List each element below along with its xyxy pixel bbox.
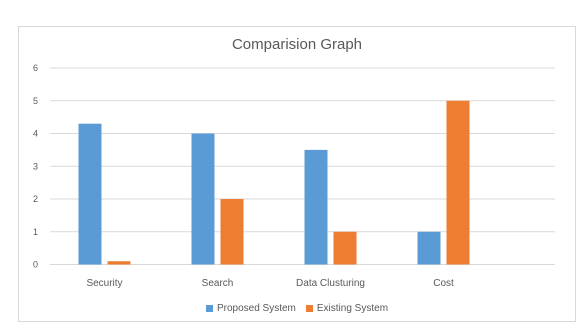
legend-item-proposed: Proposed System (205, 303, 296, 314)
gridlines (50, 67, 555, 265)
legend-label-existing: Existing System (316, 303, 389, 314)
legend-item-existing: Existing System (305, 303, 389, 314)
x-category-label: Data Clusturing (296, 278, 365, 289)
legend-swatch-proposed (205, 305, 213, 312)
bar-proposed-search (191, 133, 215, 265)
bars (78, 100, 470, 265)
legend-label-proposed: Proposed System (216, 303, 296, 314)
bar-proposed-security (78, 123, 102, 265)
bar-existing-search (220, 199, 244, 265)
chart-title: Comparision Graph (231, 36, 363, 53)
y-tick-label: 6 (33, 63, 38, 73)
x-axis-categories: Security Search Data Clusturing Cost (86, 278, 454, 289)
bar-existing-security (107, 261, 131, 265)
y-tick-label: 3 (33, 161, 38, 171)
legend-swatch-existing (305, 305, 313, 312)
chart-frame (18, 26, 576, 322)
x-category-label: Security (86, 278, 122, 289)
y-axis-ticks: 0 1 2 3 4 5 6 (33, 63, 38, 270)
y-tick-label: 1 (33, 227, 38, 237)
y-tick-label: 2 (33, 194, 38, 204)
bar-existing-data-clusturing (333, 231, 357, 265)
bar-proposed-data-clusturing (304, 149, 328, 265)
y-tick-label: 5 (33, 96, 38, 106)
x-category-label: Search (202, 278, 234, 289)
bar-existing-cost (446, 100, 470, 265)
chart-legend: Proposed System Existing System (18, 303, 576, 314)
y-tick-label: 4 (33, 129, 38, 139)
x-category-label: Cost (433, 278, 454, 289)
y-tick-label: 0 (33, 260, 38, 270)
bar-proposed-cost (417, 231, 441, 265)
